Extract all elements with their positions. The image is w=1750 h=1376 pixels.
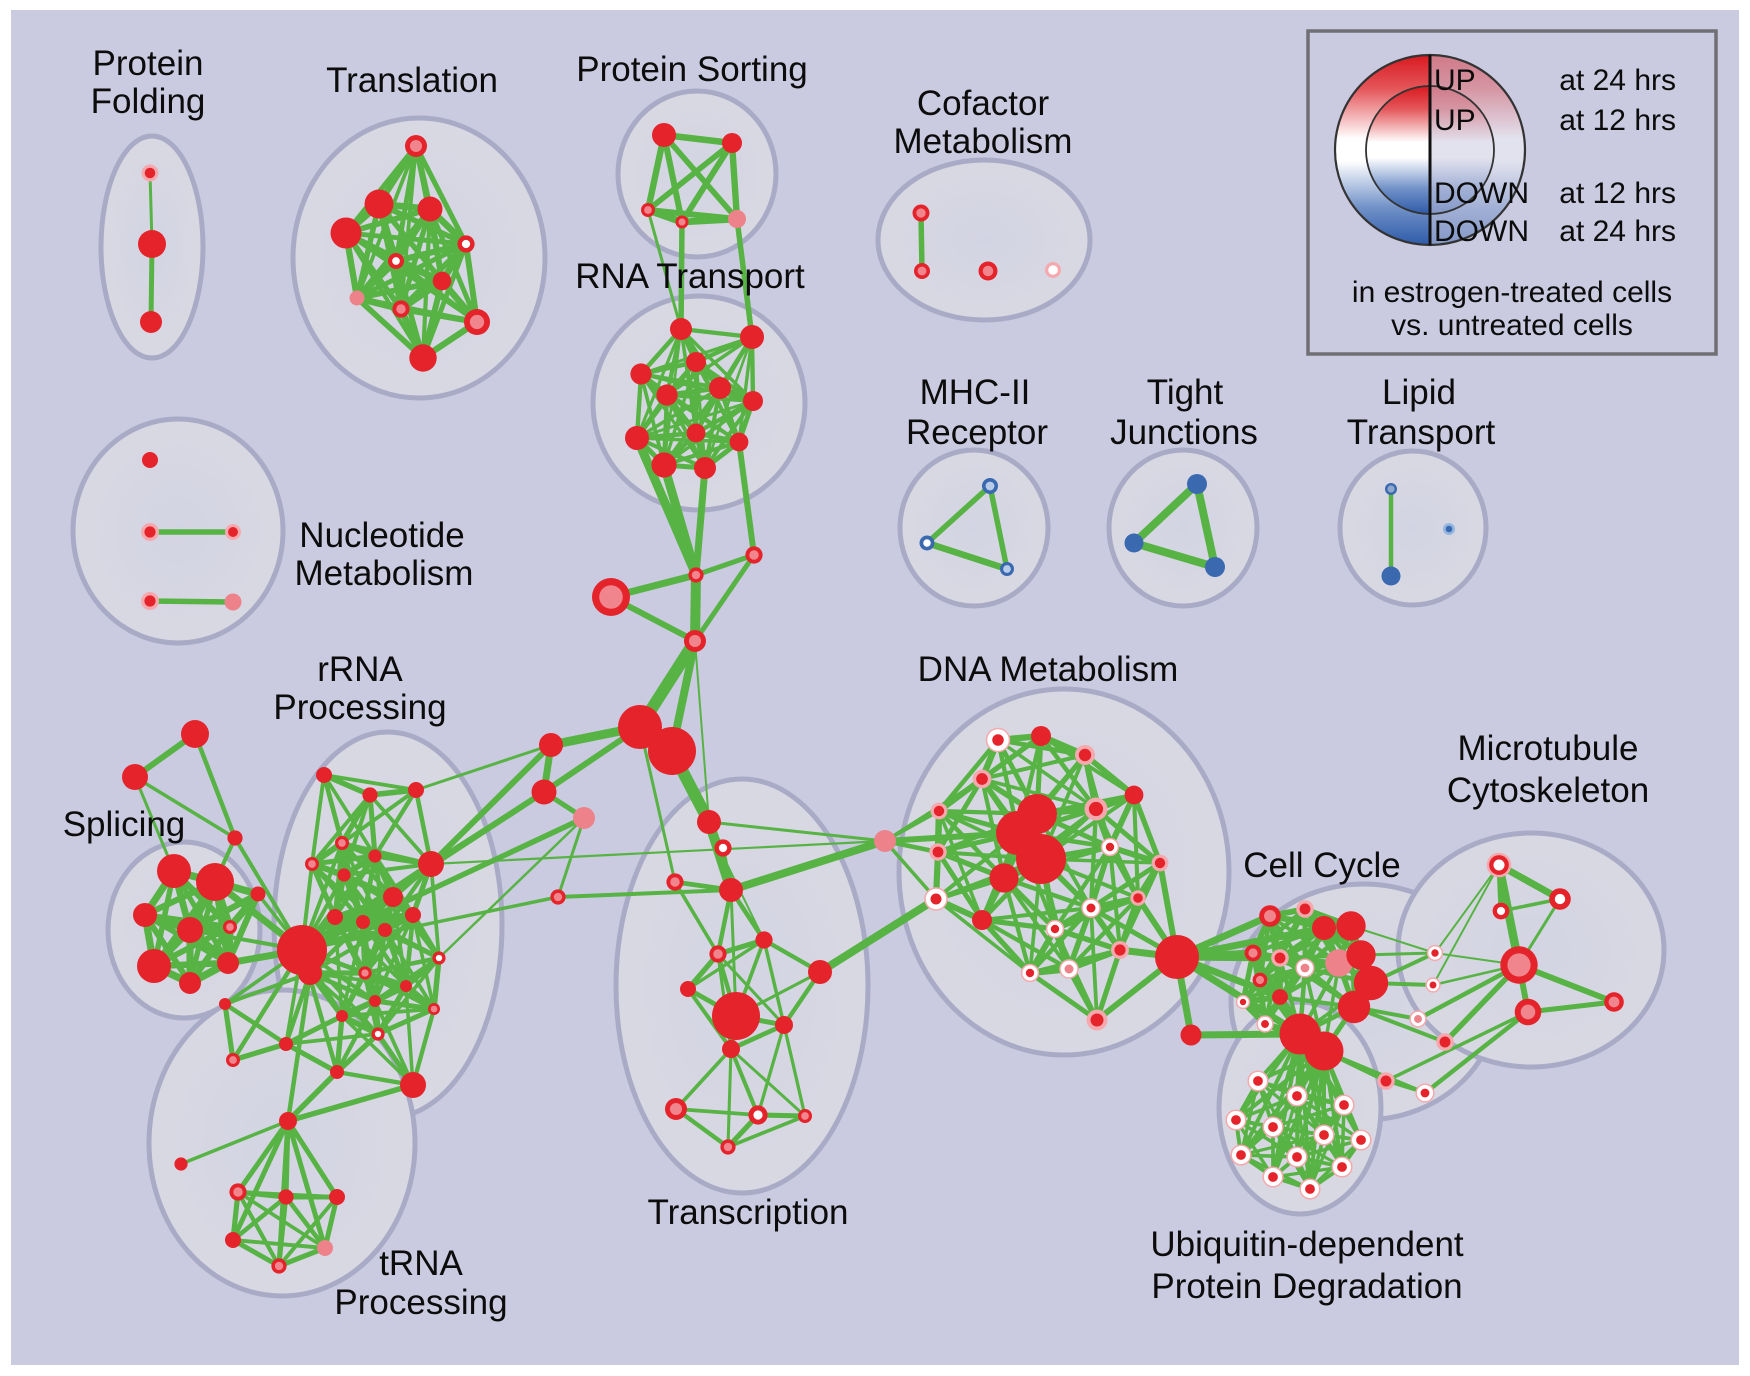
svg-text:tRNA: tRNA bbox=[379, 1244, 463, 1283]
svg-text:Junctions: Junctions bbox=[1110, 413, 1258, 452]
svg-text:Protein Sorting: Protein Sorting bbox=[576, 50, 808, 89]
svg-text:UP: UP bbox=[1434, 104, 1476, 137]
svg-text:Tight: Tight bbox=[1147, 373, 1224, 412]
svg-text:at 12 hrs: at 12 hrs bbox=[1559, 177, 1676, 210]
svg-text:DOWN: DOWN bbox=[1434, 215, 1529, 248]
svg-text:Splicing: Splicing bbox=[63, 805, 186, 844]
svg-text:Protein Degradation: Protein Degradation bbox=[1151, 1267, 1462, 1306]
svg-text:Transcription: Transcription bbox=[648, 1193, 849, 1232]
svg-text:at 24 hrs: at 24 hrs bbox=[1559, 215, 1676, 248]
svg-text:Metabolism: Metabolism bbox=[894, 122, 1073, 161]
svg-text:Lipid: Lipid bbox=[1382, 373, 1456, 412]
svg-text:Processing: Processing bbox=[334, 1283, 507, 1322]
svg-text:DOWN: DOWN bbox=[1434, 177, 1529, 210]
svg-text:Receptor: Receptor bbox=[906, 413, 1048, 452]
svg-text:Processing: Processing bbox=[273, 688, 446, 727]
svg-text:at 12 hrs: at 12 hrs bbox=[1559, 104, 1676, 137]
svg-text:rRNA: rRNA bbox=[317, 650, 403, 689]
svg-text:Metabolism: Metabolism bbox=[295, 554, 474, 593]
svg-text:Translation: Translation bbox=[326, 61, 498, 100]
svg-text:Ubiquitin-dependent: Ubiquitin-dependent bbox=[1150, 1225, 1464, 1264]
svg-text:Microtubule: Microtubule bbox=[1458, 729, 1639, 768]
svg-text:Folding: Folding bbox=[91, 82, 206, 121]
svg-text:Transport: Transport bbox=[1347, 413, 1496, 452]
svg-text:in estrogen-treated cells: in estrogen-treated cells bbox=[1352, 276, 1672, 309]
svg-text:Cofactor: Cofactor bbox=[917, 84, 1050, 123]
svg-text:RNA Transport: RNA Transport bbox=[575, 257, 805, 296]
svg-text:MHC-II: MHC-II bbox=[920, 373, 1031, 412]
svg-text:Nucleotide: Nucleotide bbox=[299, 516, 464, 555]
svg-text:Cell Cycle: Cell Cycle bbox=[1243, 846, 1401, 885]
svg-text:Cytoskeleton: Cytoskeleton bbox=[1447, 771, 1649, 810]
svg-text:Protein: Protein bbox=[93, 44, 204, 83]
svg-text:vs. untreated cells: vs. untreated cells bbox=[1391, 309, 1633, 342]
svg-text:DNA Metabolism: DNA Metabolism bbox=[918, 650, 1179, 689]
svg-text:at 24 hrs: at 24 hrs bbox=[1559, 64, 1676, 97]
svg-text:UP: UP bbox=[1434, 64, 1476, 97]
